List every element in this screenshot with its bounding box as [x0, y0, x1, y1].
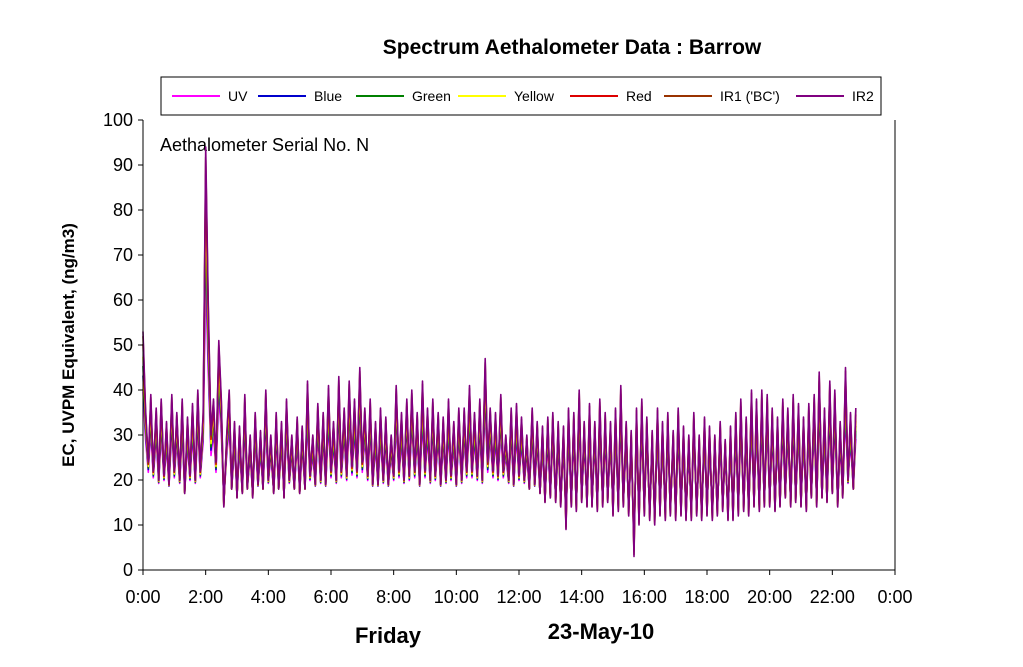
x-tick-label: 8:00: [376, 587, 411, 607]
x-tick-label: 18:00: [684, 587, 729, 607]
x-tick-label: 6:00: [313, 587, 348, 607]
x-tick-label: 0:00: [877, 587, 912, 607]
y-tick-label: 100: [103, 110, 133, 130]
legend-label: Green: [412, 88, 451, 104]
y-tick-label: 0: [123, 560, 133, 580]
x-tick-label: 16:00: [622, 587, 667, 607]
x-tick-label: 20:00: [747, 587, 792, 607]
legend-label: Blue: [314, 88, 342, 104]
series-line: [142, 146, 857, 558]
x-tick-label: 14:00: [559, 587, 604, 607]
x-tick-label: 12:00: [496, 587, 541, 607]
plot-area: 0 10 20 30 40 50 60 70 80 90 100 0:00 2:00 4:00 6:00 8…: [103, 110, 913, 607]
y-tick-label: 20: [113, 470, 133, 490]
legend-label: Red: [626, 88, 652, 104]
x-tick-label: 2:00: [188, 587, 223, 607]
x-axis-day-label: Friday: [355, 623, 422, 648]
y-tick-label: 30: [113, 425, 133, 445]
x-tick-label: 10:00: [434, 587, 479, 607]
y-axis-label: EC, UVPM Equivalent, (ng/m3): [59, 223, 78, 467]
x-tick-label: 22:00: [810, 587, 855, 607]
y-tick-label: 60: [113, 290, 133, 310]
annotation-serial: Aethalometer Serial No. N: [160, 135, 369, 155]
legend-label: UV: [228, 88, 248, 104]
y-tick-label: 80: [113, 200, 133, 220]
y-tick-label: 70: [113, 245, 133, 265]
x-axis-date-label: 23-May-10: [548, 619, 654, 644]
x-tick-label: 4:00: [251, 587, 286, 607]
chart-title: Spectrum Aethalometer Data : Barrow: [383, 36, 762, 59]
x-tick-label: 0:00: [125, 587, 160, 607]
y-tick-label: 40: [113, 380, 133, 400]
y-tick-label: 50: [113, 335, 133, 355]
legend: UV Blue Green Yellow Red IR1 ('BC') IR2: [160, 76, 882, 116]
y-tick-label: 90: [113, 155, 133, 175]
legend-label: IR2: [852, 88, 874, 104]
legend-label: IR1 ('BC'): [720, 88, 780, 104]
y-tick-label: 10: [113, 515, 133, 535]
legend-label: Yellow: [514, 88, 555, 104]
